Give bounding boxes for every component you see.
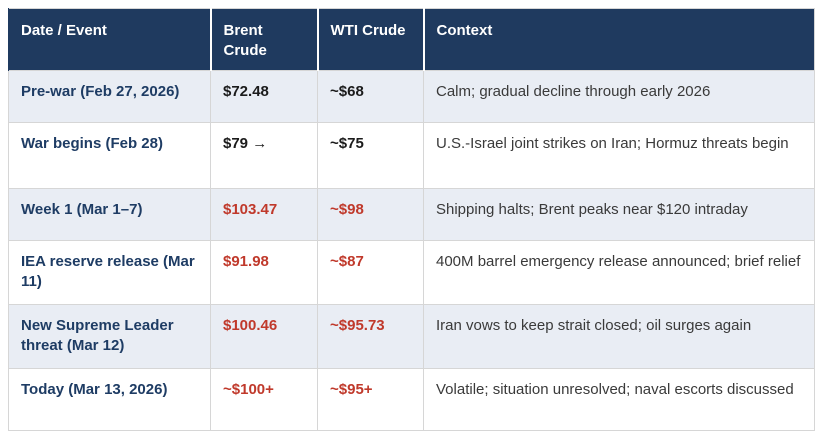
brent-price-cell: $91.98 [210,240,318,305]
table-row: Pre-war (Feb 27, 2026) $72.48 ~$68 Calm; gr… [8,70,815,123]
event-cell: Pre-war (Feb 27, 2026) [8,70,211,123]
header-row: Date / Event Brent Crude WTI Crude Conte… [8,8,815,71]
context-cell: Volatile; situation unresolved; naval es… [423,368,815,431]
table-row: New Supreme Leader threat (Mar 12) $100.4… [8,304,815,369]
oil-price-timeline-table: Date / Event Brent Crude WTI Crude Conte… [8,8,815,431]
table-row: Week 1 (Mar 1–7) $103.47 ~$98 Shipping halt… [8,188,815,241]
wti-price-cell: ~$98 [317,188,424,241]
wti-price-cell: ~$87 [317,240,424,305]
context-cell: Shipping halts; Brent peaks near $120 in… [423,188,815,241]
table-row: Today (Mar 13, 2026) ~$100+ ~$95+ Volatile;… [8,368,815,431]
wti-price-cell: ~$95.73 [317,304,424,369]
brent-price-cell: $79 → [210,122,318,189]
column-header-wti-crude: WTI Crude [316,8,424,71]
event-cell: IEA reserve release (Mar 11) [8,240,211,305]
column-header-brent-crude: Brent Crude [209,8,318,71]
brent-price-cell: ~$100+ [210,368,318,431]
column-header-date-event: Date / Event [8,8,211,71]
brent-price-cell: $103.47 [210,188,318,241]
context-cell: 400M barrel emergency release announced;… [423,240,815,305]
event-cell: New Supreme Leader threat (Mar 12) [8,304,211,369]
event-cell: Week 1 (Mar 1–7) [8,188,211,241]
context-cell: Iran vows to keep strait closed; oil sur… [423,304,815,369]
context-cell: Calm; gradual decline through early 2026 [423,70,815,123]
wti-price-cell: ~$75 [317,122,424,189]
table-row: War begins (Feb 28) $79 → ~$75 U.S.-Israel … [8,122,815,189]
wti-price-cell: ~$68 [317,70,424,123]
column-header-context: Context [422,8,815,71]
table-row: IEA reserve release (Mar 11) $91.98 ~$87 40… [8,240,815,305]
wti-price-cell: ~$95+ [317,368,424,431]
event-cell: War begins (Feb 28) [8,122,211,189]
price-table-body: Pre-war (Feb 27, 2026) $72.48 ~$68 Calm; gr… [8,70,815,431]
brent-price-cell: $100.46 [210,304,318,369]
brent-price-cell: $72.48 [210,70,318,123]
table-header: Date / Event Brent Crude WTI Crude Conte… [8,8,815,71]
event-cell: Today (Mar 13, 2026) [8,368,211,431]
context-cell: U.S.-Israel joint strikes on Iran; Hormu… [423,122,815,189]
